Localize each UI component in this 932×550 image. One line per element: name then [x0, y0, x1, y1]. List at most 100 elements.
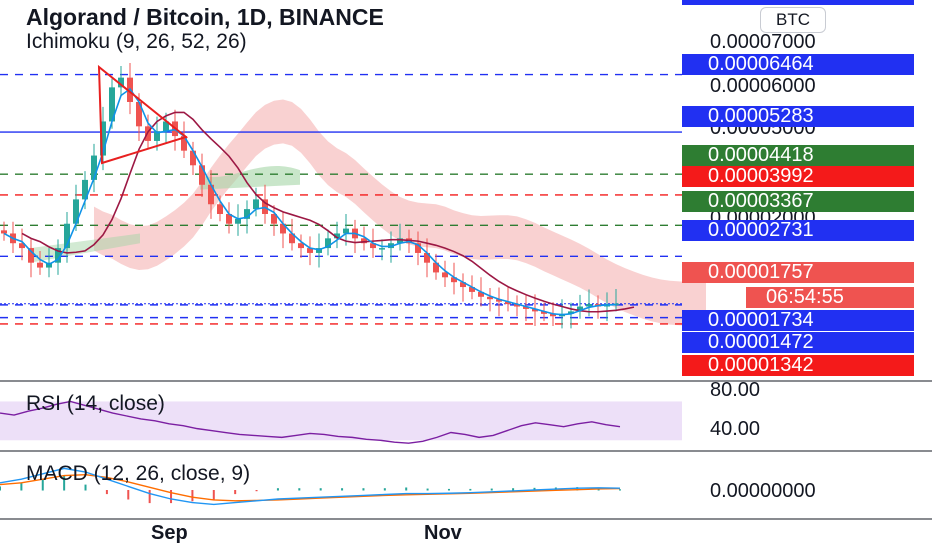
candle-body [28, 248, 34, 263]
cloud-bear-region [94, 99, 706, 326]
price-level-tag: 0.00003367 [682, 191, 914, 212]
candle-body [577, 306, 583, 312]
macd-histogram-bar [298, 488, 301, 491]
candle-body [55, 248, 61, 263]
candle-body [19, 243, 25, 249]
candle-body [64, 223, 70, 249]
candlesticks [1, 63, 619, 329]
macd-tick-label: 0.00000000 [710, 480, 816, 502]
candle-body [334, 233, 340, 239]
candle-body [478, 291, 484, 297]
y-tick-label: 0.00006000 [710, 75, 816, 97]
macd-histogram-bar [362, 488, 365, 491]
candle-body [1, 230, 7, 234]
ichimoku-cloud [30, 99, 706, 326]
candle-body [442, 272, 448, 278]
price-level-tag: 0.00002731 [682, 220, 914, 241]
macd-histogram-bar [170, 490, 173, 504]
price-level-tag: 0.00005283 [682, 106, 914, 127]
macd-histogram-bar [383, 488, 386, 491]
candle-body [550, 313, 556, 317]
signal-line [0, 473, 621, 502]
candle-body [91, 155, 97, 180]
macd-histogram-bar [255, 490, 258, 492]
candle-body [118, 77, 124, 88]
ichimoku-indicator-label[interactable]: Ichimoku (9, 26, 52, 26) [26, 30, 247, 53]
candle-body [271, 213, 277, 224]
horizontal-levels [0, 73, 682, 325]
x-tick-label: Sep [151, 522, 188, 544]
macd-histogram-bar [341, 488, 344, 491]
base-line [21, 111, 635, 313]
triangle-pattern-drawing [97, 64, 189, 165]
candle-body [361, 238, 367, 244]
candle-body [280, 223, 286, 234]
price-level-tag: 0.00004418 [682, 145, 914, 166]
candle-body [226, 213, 232, 224]
y-tick-label: 0.00007000 [710, 31, 816, 53]
macd-histogram-bar [405, 487, 408, 491]
ichimoku-lines [3, 87, 635, 316]
rsi-band [0, 401, 682, 441]
conversion-line [3, 87, 617, 316]
macd-histogram-bar [619, 489, 621, 491]
candle-body [37, 262, 43, 268]
macd-histogram-bar [212, 490, 215, 500]
candle-body [496, 299, 502, 302]
candle-body [208, 184, 214, 205]
macd-histogram-bar [191, 490, 194, 502]
candle-body [613, 303, 619, 306]
candle-body [100, 121, 106, 156]
macd-histogram-bar [490, 488, 493, 491]
candle-body [325, 238, 331, 249]
price-level-tag: 0.00001734 [682, 310, 914, 331]
candle-body [460, 282, 466, 288]
candle-body [415, 243, 421, 253]
triangle-outline [97, 64, 189, 165]
candle-body [433, 262, 439, 273]
candle-body [163, 121, 169, 132]
price-level-tag: 0.00001342 [682, 355, 914, 376]
macd-histogram-bar [234, 490, 237, 495]
pane-separators [0, 380, 932, 520]
macd-histogram-bar [512, 488, 515, 491]
rsi-indicator-label[interactable]: RSI (14, close) [26, 392, 165, 415]
candle-body [289, 233, 295, 244]
price-level-tag: 0.00003992 [682, 166, 914, 187]
candle-body [514, 304, 520, 307]
macd-indicator-label[interactable]: MACD (12, 26, close, 9) [26, 462, 251, 485]
candle-body [298, 243, 304, 249]
candle-body [541, 311, 547, 314]
candle-body [190, 150, 196, 166]
candle-body [73, 199, 79, 224]
rsi-pane [0, 400, 682, 444]
candle-body [235, 218, 241, 224]
last-price-tag: 0.00001757 [682, 262, 914, 283]
candle-body [424, 252, 430, 263]
macd-line [0, 467, 621, 506]
candle-body [505, 301, 511, 305]
macd-histogram-bar [276, 488, 279, 491]
candle-body [532, 308, 538, 312]
candle-body [370, 243, 376, 249]
rsi-tick-label: 40.00 [710, 418, 761, 440]
bar-countdown-tag: 06:54:55 [746, 287, 914, 308]
top-price-tag-strip [682, 0, 914, 5]
rsi-line [0, 400, 621, 444]
x-tick-label: Nov [424, 522, 462, 544]
candle-body [82, 179, 88, 200]
macd-histogram-bar [447, 488, 450, 491]
candle-body [181, 136, 187, 151]
chart-title: Algorand / Bitcoin, 1D, BINANCE [26, 4, 384, 30]
macd-histogram-bar [0, 486, 1, 491]
candle-body [487, 296, 493, 300]
candle-body [217, 204, 223, 214]
candle-body [568, 311, 574, 314]
currency-button[interactable]: BTC [760, 7, 826, 33]
macd-histogram-bar [148, 490, 151, 504]
candle-body [109, 87, 115, 122]
macd-histogram-bar [20, 482, 23, 491]
price-level-tag: 0.00001472 [682, 332, 914, 353]
candle-body [199, 165, 205, 185]
